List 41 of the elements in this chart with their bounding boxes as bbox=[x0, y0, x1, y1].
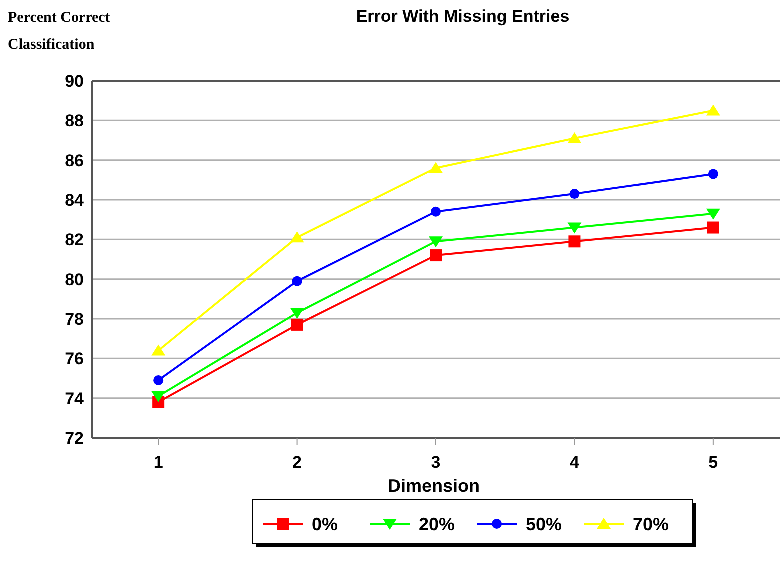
point bbox=[570, 189, 580, 200]
point bbox=[568, 132, 582, 144]
x-tick-label: 4 bbox=[570, 453, 580, 472]
point bbox=[707, 222, 720, 234]
point bbox=[706, 208, 720, 220]
y-tick-label: 90 bbox=[65, 72, 84, 91]
point bbox=[430, 250, 442, 262]
y-tick-label: 88 bbox=[65, 112, 84, 131]
chart-title: Error With Missing Entries bbox=[356, 7, 570, 26]
point bbox=[568, 222, 582, 234]
point bbox=[568, 236, 581, 248]
legend-label: 50% bbox=[526, 514, 562, 534]
point bbox=[154, 375, 164, 386]
y-tick-label: 78 bbox=[65, 310, 84, 329]
point bbox=[292, 276, 302, 286]
point bbox=[290, 308, 304, 320]
point bbox=[431, 206, 441, 217]
y-tick-label: 74 bbox=[65, 389, 85, 408]
point bbox=[290, 232, 304, 243]
legend-label: 20% bbox=[419, 514, 456, 534]
y-axis-title: Percent Correct Classification bbox=[8, 10, 110, 53]
point bbox=[429, 162, 443, 174]
x-tick-label: 1 bbox=[154, 453, 164, 472]
x-tick-label: 2 bbox=[292, 453, 302, 472]
y-tick-label: 80 bbox=[65, 270, 84, 290]
y-tick-label: 82 bbox=[65, 230, 84, 250]
y-tick-label: 86 bbox=[65, 151, 84, 170]
point bbox=[291, 318, 304, 331]
legend-label: 0% bbox=[312, 514, 338, 534]
x-tick-label: 3 bbox=[431, 453, 441, 472]
x-axis-title: Dimension bbox=[388, 476, 480, 496]
point bbox=[152, 391, 166, 402]
point bbox=[152, 344, 166, 356]
y-tick-label: 72 bbox=[65, 428, 84, 448]
x-tick-label: 5 bbox=[708, 453, 718, 472]
y-tick-label: 84 bbox=[65, 190, 85, 210]
point bbox=[706, 104, 720, 116]
point bbox=[708, 169, 718, 180]
y-tick-label: 76 bbox=[65, 350, 84, 369]
legend-label: 70% bbox=[633, 514, 670, 534]
point bbox=[429, 236, 443, 248]
